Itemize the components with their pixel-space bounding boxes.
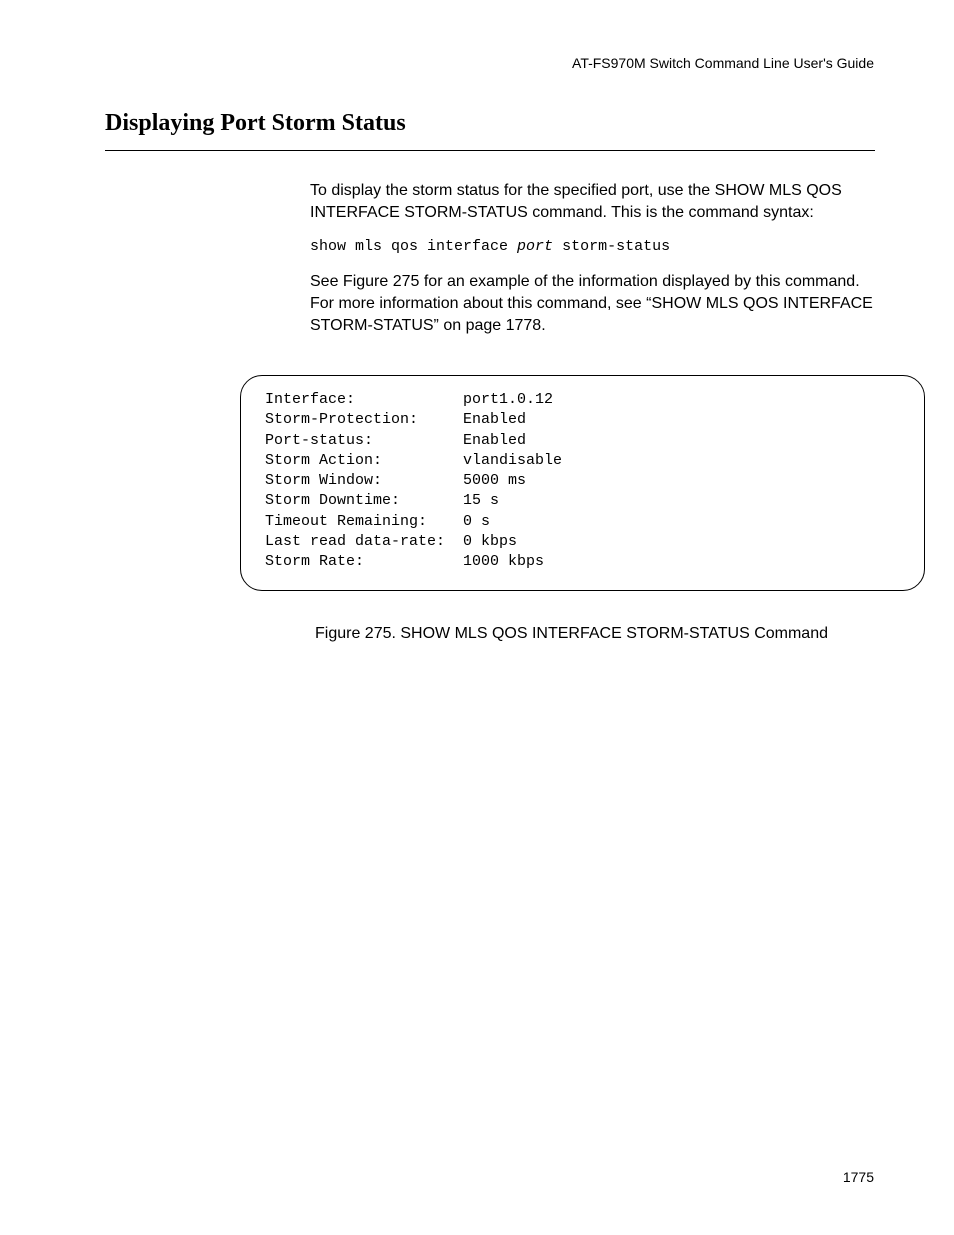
body-text: To display the storm status for the spec…: [310, 180, 875, 350]
command-syntax: show mls qos interface port storm-status: [310, 237, 875, 257]
command-output-box: Interface: port1.0.12 Storm-Protection: …: [240, 375, 925, 591]
paragraph-intro: To display the storm status for the spec…: [310, 180, 875, 223]
command-placeholder: port: [517, 238, 553, 255]
paragraph-reference: See Figure 275 for an example of the inf…: [310, 271, 875, 336]
page-number: 1775: [843, 1169, 874, 1185]
section-title: Displaying Port Storm Status: [105, 110, 406, 137]
command-prefix: show mls qos interface: [310, 238, 517, 255]
command-suffix: storm-status: [553, 238, 670, 255]
running-header: AT-FS970M Switch Command Line User's Gui…: [572, 55, 874, 71]
title-underline: [105, 150, 875, 151]
figure-caption: Figure 275. SHOW MLS QOS INTERFACE STORM…: [315, 625, 828, 643]
